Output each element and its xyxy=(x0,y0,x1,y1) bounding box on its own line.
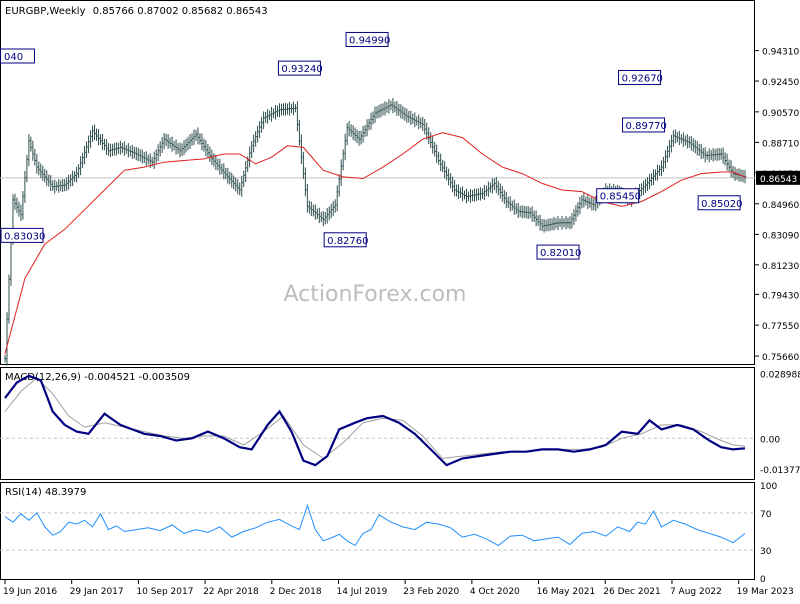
price-bars-layer xyxy=(4,97,747,366)
price-annotation-box xyxy=(323,232,367,248)
x-tick-label: 19 Jun 2016 xyxy=(3,587,57,597)
price-annotation-label: 0.94990 xyxy=(349,35,390,46)
price-annotation-box xyxy=(618,69,662,85)
price-annotation-box xyxy=(596,188,640,204)
rsi-panel-title: RSI(14) 48.3979 xyxy=(5,487,86,498)
macd-panel-title: MACD(12,26,9) -0.004521 -0.003509 xyxy=(5,372,190,383)
price-y-tick-label: 0.83090 xyxy=(762,231,799,241)
price-annotation-label: 0.82010 xyxy=(540,248,581,259)
price-y-tick-label: 0.84960 xyxy=(762,201,799,211)
price-panel-title: EURGBP,Weekly 0.85766 0.87002 0.85682 0.… xyxy=(5,6,268,17)
rsi-y-tick-label: 100 xyxy=(760,482,777,492)
current-price-label: 0.86543 xyxy=(760,175,797,185)
macd-y-tick-label: -0.013779 xyxy=(760,466,800,476)
x-tick-label: 2 Dec 2018 xyxy=(270,587,322,597)
price-annotation-box xyxy=(697,195,741,211)
sma-line xyxy=(4,132,746,354)
macd-y-tick-label: 0.028988 xyxy=(760,371,800,381)
price-y-tick-label: 0.88710 xyxy=(762,139,799,149)
price-y-tick-label: 0.77550 xyxy=(762,322,799,332)
price-annotation-label: 0.82760 xyxy=(327,236,368,247)
indicator-lines-layer xyxy=(4,132,746,547)
price-panel xyxy=(0,0,755,365)
macd-signal-line xyxy=(4,377,746,460)
ohlc-values: 0.85766 0.87002 0.85682 0.86543 xyxy=(93,6,268,17)
price-y-tick-label: 0.90570 xyxy=(762,109,799,119)
price-annotation-label: 0.92670 xyxy=(622,73,663,84)
left-edge-label-box xyxy=(0,48,35,64)
price-annotation-label: 0.83030 xyxy=(4,231,45,242)
price-annotation-box xyxy=(0,227,44,243)
price-annotation-box xyxy=(536,244,580,260)
x-tick-label: 29 Jan 2017 xyxy=(70,587,124,597)
price-y-tick-label: 0.81230 xyxy=(762,262,799,272)
watermark: ActionForex.com xyxy=(284,282,467,307)
price-y-tick-label: 0.94310 xyxy=(762,48,799,58)
left-edge-label: 040 xyxy=(4,52,23,63)
price-annotation-box xyxy=(622,117,666,133)
rsi-y-tick-label: 30 xyxy=(760,547,772,557)
price-y-tick-label: 0.75660 xyxy=(762,353,799,363)
rsi-panel xyxy=(0,482,755,580)
rsi-y-tick-label: 70 xyxy=(760,510,772,520)
x-tick-label: 10 Sep 2017 xyxy=(136,587,193,597)
x-tick-label: 22 Apr 2018 xyxy=(203,587,259,597)
macd-panel xyxy=(0,367,755,480)
price-annotation-label: 0.85020 xyxy=(701,199,742,210)
macd-y-tick-label: 0.00 xyxy=(760,435,780,445)
x-tick-label: 26 Dec 2021 xyxy=(603,587,661,597)
price-annotation-label: 0.89770 xyxy=(626,121,667,132)
grid-layer xyxy=(0,177,755,551)
price-annotation-label: 0.93240 xyxy=(281,64,322,75)
rsi-y-tick-label: 0 xyxy=(760,575,766,585)
x-tick-label: 7 Aug 2022 xyxy=(670,587,722,597)
x-tick-label: 19 Mar 2023 xyxy=(737,587,794,597)
x-tick-label: 23 Feb 2020 xyxy=(403,587,459,597)
axis-labels-layer: 0.943100.924500.905700.887100.868500.849… xyxy=(3,48,800,597)
current-price-box xyxy=(756,170,800,185)
x-tick-label: 16 May 2021 xyxy=(537,587,596,597)
macd-line xyxy=(4,374,746,467)
price-y-tick-label: 0.92450 xyxy=(762,78,799,88)
rsi-line xyxy=(4,503,746,547)
price-annotation-box xyxy=(345,31,389,47)
price-y-tick-label: 0.79430 xyxy=(762,291,799,301)
x-tick-label: 14 Jul 2019 xyxy=(336,587,387,597)
symbol-label: EURGBP,Weekly xyxy=(5,6,86,17)
x-tick-label: 4 Oct 2020 xyxy=(470,587,520,597)
price-annotation-box xyxy=(277,60,321,76)
annotation-labels-layer: 0.83030 0.93240 0.82760 0.94990 0.82010 0.926… xyxy=(0,31,742,260)
price-annotation-label: 0.85450 xyxy=(600,192,641,203)
